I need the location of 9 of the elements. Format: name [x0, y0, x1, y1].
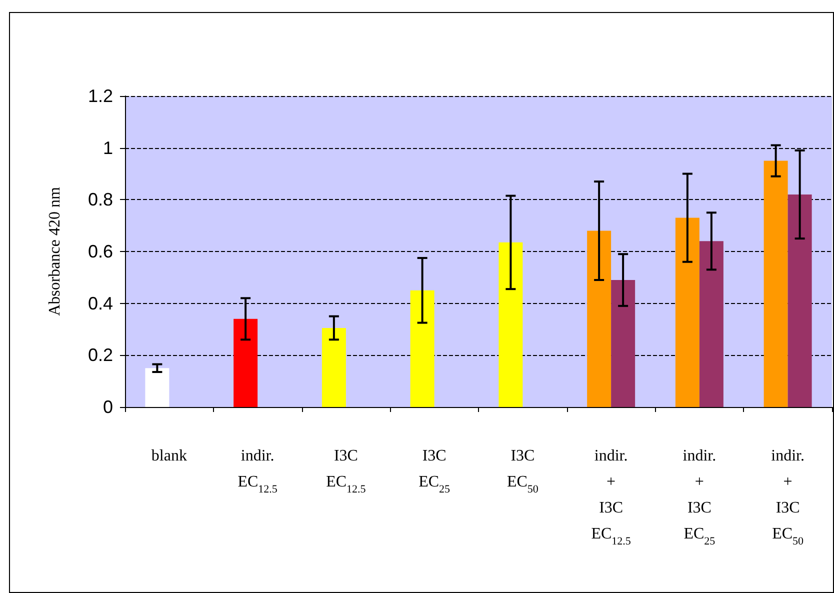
y-tick-label: 0.8 [88, 190, 113, 210]
y-tick-label: 0.6 [88, 242, 113, 262]
y-tick-label: 0 [102, 397, 113, 417]
y-tick-label: 0.2 [88, 345, 113, 366]
y-tick-label: 0.4 [88, 293, 113, 314]
y-axis-title: Absorbance 420 nm [46, 186, 64, 316]
y-tick-label: 1 [102, 138, 113, 158]
y-tick-label: 1.2 [88, 86, 113, 106]
x-tick-label: blank [151, 448, 187, 464]
